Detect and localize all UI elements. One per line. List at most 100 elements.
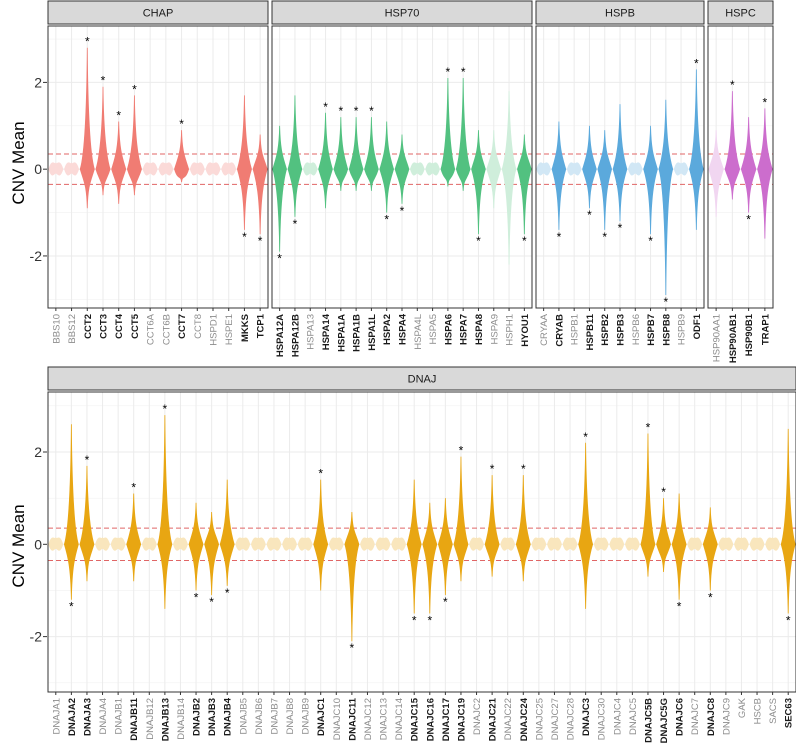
violin-shape	[749, 537, 765, 551]
violin-dnajc25	[531, 537, 547, 551]
x-tick-label: CRYAB	[554, 314, 565, 347]
violin-shape	[63, 424, 79, 600]
bottom-y-axis-label: CNV Mean	[9, 504, 28, 587]
x-tick-label: DNAJB3	[207, 698, 218, 736]
significance-star: *	[587, 208, 592, 222]
significance-star: *	[350, 641, 355, 655]
violin-dnajc5g: *	[656, 485, 671, 573]
violin-shape	[236, 95, 252, 230]
violin-hspa4l	[409, 162, 425, 176]
violin-shape	[453, 456, 469, 582]
violin-shape	[455, 78, 471, 191]
x-tick-label: SACS	[768, 698, 779, 724]
x-tick-label: HSPH1	[505, 314, 516, 346]
violin-shape	[95, 86, 111, 196]
violin-dnajc22	[500, 537, 516, 551]
violin-hyou1: *	[517, 134, 532, 248]
significance-star: *	[521, 462, 526, 476]
x-tick-label: DNAJC16	[425, 698, 436, 741]
violin-shape	[517, 134, 532, 235]
facet-strip-label: HSPB	[605, 8, 635, 20]
violin-dnajc7	[687, 537, 703, 551]
violin-shape	[252, 134, 268, 235]
x-tick-label: CCT7	[177, 314, 188, 339]
significance-star: *	[427, 614, 432, 628]
violin-dnajb13: *	[157, 402, 173, 609]
violin-dnajc1: *	[313, 467, 329, 591]
significance-star: *	[69, 600, 74, 614]
x-tick-label: DNAJC8	[706, 698, 717, 736]
facet-strip	[535, 0, 705, 25]
violin-shape	[142, 162, 158, 176]
violin-hspa1l: *	[364, 104, 379, 191]
violin-shape	[48, 162, 64, 176]
violin-shape	[250, 537, 266, 551]
violin-dnajc13	[375, 537, 391, 551]
x-tick-label: HSPA1A	[336, 314, 347, 352]
significance-star: *	[131, 481, 136, 495]
x-tick-label: DNAJC10	[332, 698, 343, 740]
violin-shape	[547, 537, 562, 551]
x-tick-label: HSPA8	[474, 314, 485, 345]
facet-chap: CHAP BBS10 BBS12 * CCT2 * CCT3 * CCT4 * CCT5 CCT6A C…	[47, 0, 269, 346]
violin-shape	[484, 475, 500, 577]
facet-strip-label: DNAJ	[408, 374, 437, 386]
violin-shape	[780, 428, 796, 614]
x-tick-label: HSPB1	[570, 314, 581, 345]
violin-shape	[348, 117, 364, 191]
significance-star: *	[369, 104, 374, 118]
x-tick-label: DNAJB9	[301, 698, 312, 734]
x-tick-label: DNAJB11	[129, 697, 140, 740]
violin-shape	[344, 511, 360, 642]
x-tick-label: HSPE1	[224, 314, 235, 345]
violin-hspa12a: *	[272, 125, 287, 266]
violin-dnajb9	[297, 537, 313, 551]
violin-shape	[643, 125, 658, 235]
violin-tcp1: *	[252, 134, 268, 248]
violin-dnajb2: *	[188, 502, 204, 604]
significance-star: *	[163, 402, 168, 416]
significance-star: *	[293, 217, 298, 231]
x-tick-label: HSPB8	[661, 314, 672, 346]
violin-shape	[740, 117, 757, 213]
y-tick-label: -2	[30, 629, 43, 645]
panel-border	[707, 25, 774, 309]
facet-hsp70: HSP70 * HSPA12A * HSPA12B HSPA13 * HSPA14 * HSPA1…	[271, 0, 533, 357]
violin-shape	[48, 537, 64, 551]
significance-star: *	[618, 221, 623, 235]
violin-shape	[221, 162, 237, 176]
violin-shape	[612, 104, 628, 222]
x-tick-label: HSPA9	[489, 314, 500, 344]
violin-shape	[500, 537, 516, 551]
x-tick-label: HSPA4L	[413, 314, 424, 350]
violin-shape	[593, 537, 609, 551]
x-tick-label: HSPA13	[306, 314, 317, 350]
violin-shape	[702, 507, 718, 591]
x-tick-label: DNAJC1	[316, 697, 327, 736]
violin-shape	[471, 130, 486, 235]
x-tick-label: DNAJC4	[612, 698, 623, 735]
violin-dnajc15: *	[406, 479, 422, 628]
violin-shape	[422, 502, 438, 614]
violin-dnajb7	[266, 537, 282, 551]
violin-shape	[313, 479, 329, 591]
violin-shape	[656, 498, 671, 573]
violin-shape	[469, 537, 484, 551]
significance-star: *	[661, 485, 666, 499]
violin-hspe1	[221, 162, 237, 176]
significance-star: *	[354, 104, 359, 118]
violin-shape	[627, 162, 643, 176]
x-tick-label: DNAJC5B	[643, 698, 654, 743]
violin-cct6b	[158, 162, 174, 176]
x-tick-label: HSPA2	[382, 314, 393, 345]
violin-dnaja2: *	[63, 424, 79, 614]
violin-dnajb1	[110, 537, 126, 551]
x-tick-label: ODF1	[692, 313, 703, 339]
y-tick-label: 0	[34, 161, 42, 177]
violin-dnajc16: *	[422, 502, 438, 628]
x-tick-label: HSPB11	[585, 313, 596, 350]
violin-hspa9	[486, 130, 502, 209]
violin-shape	[318, 112, 333, 209]
violin-shape	[578, 442, 594, 609]
violin-cct4: *	[111, 108, 127, 204]
